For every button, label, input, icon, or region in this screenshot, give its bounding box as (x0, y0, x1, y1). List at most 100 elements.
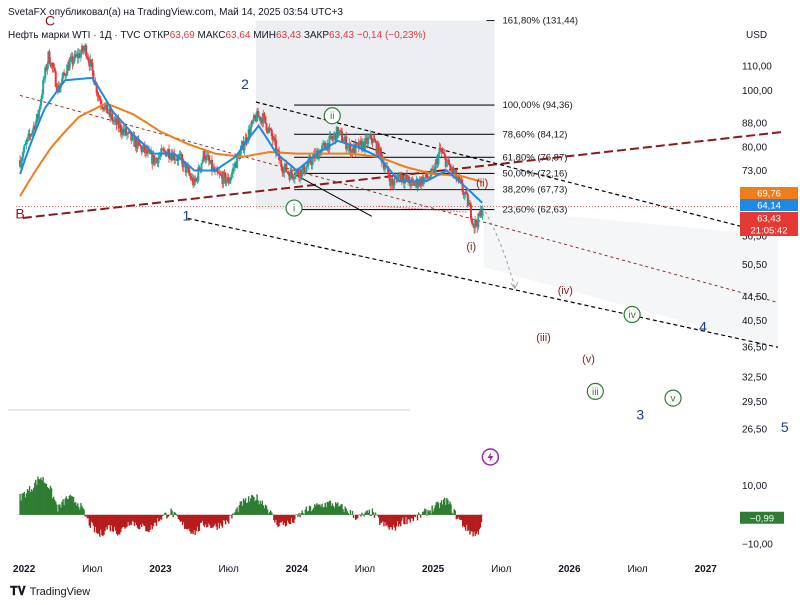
oscillator-layer (16, 476, 484, 537)
high-value: 63,64 (225, 30, 251, 41)
candle-body (72, 61, 75, 65)
candle-body (63, 72, 66, 75)
candle-body (315, 150, 318, 153)
candle-body (471, 218, 474, 224)
candle-body (357, 142, 360, 149)
candle-body (70, 56, 73, 59)
candle-body (341, 131, 344, 142)
candle-body (235, 162, 238, 168)
candle-body (36, 114, 39, 119)
candle-body (351, 149, 354, 154)
candle-body (463, 193, 466, 196)
candle-body (71, 56, 74, 65)
wave-label-circle (623, 305, 641, 324)
candle-body (451, 167, 454, 172)
candle-body (323, 142, 326, 144)
candle-body (77, 53, 80, 59)
candle-body (66, 64, 69, 76)
candle-body (368, 137, 371, 139)
candle-body (411, 179, 414, 181)
candle-body (435, 158, 438, 164)
candle-body (43, 78, 46, 80)
candle-body (449, 164, 452, 168)
candle-body (324, 142, 327, 148)
candle-body (49, 62, 52, 67)
candle-body (58, 87, 61, 92)
candle-body (459, 179, 462, 181)
candle-body (171, 154, 174, 161)
candle-body (283, 167, 286, 173)
candle-body (447, 159, 450, 165)
candle-body (48, 51, 51, 63)
candle-body (443, 153, 446, 157)
candle-body (397, 174, 400, 181)
candle-body (378, 147, 381, 158)
candle-body (464, 191, 467, 194)
candle-body (441, 152, 444, 153)
candle-body (465, 191, 468, 195)
candle-body (217, 172, 220, 174)
price-tag-label: 64,14 (757, 201, 781, 212)
candle-body (161, 148, 164, 150)
fib-level-label: 78,60% (84,12) (502, 129, 567, 140)
candle-body (106, 102, 109, 114)
candle-body (428, 177, 431, 179)
candle-body (245, 137, 248, 143)
trendline (22, 130, 785, 219)
candle-body (136, 139, 139, 149)
candle-body (149, 150, 152, 154)
candle-body (150, 152, 153, 154)
symbol-name[interactable]: Нефть марки WTI · 1Д · TVC (8, 30, 141, 41)
candle-body (479, 209, 482, 216)
candle-body (174, 159, 177, 161)
lightning-bolt-icon (487, 452, 494, 462)
tradingview-logo-text: TradingView (29, 585, 91, 598)
price-tick-label: 36,50 (742, 343, 767, 354)
candle-body (127, 132, 130, 135)
candle-body (320, 149, 323, 156)
candle-body (371, 139, 374, 143)
candle-body (334, 132, 337, 141)
time-tick-label: 2027 (695, 564, 718, 575)
trendline (293, 173, 373, 217)
candle-body (80, 45, 83, 53)
candle-body (79, 52, 82, 58)
candle-body (383, 167, 386, 170)
candle-body (382, 161, 385, 170)
wave-label: 2 (241, 76, 249, 92)
price-tick-label: 100,00 (742, 86, 773, 97)
candle-body (352, 145, 355, 154)
candle-body (223, 172, 226, 174)
change-value: −0,14 (−0,23%) (356, 30, 426, 41)
candle-body (114, 118, 117, 120)
candle-body (203, 150, 206, 160)
candle-body (248, 129, 251, 135)
candle-body (201, 159, 204, 164)
candle-body (50, 63, 53, 67)
candle-body (407, 176, 410, 181)
candle-body (433, 169, 436, 174)
time-tick-label: 2026 (558, 564, 581, 575)
candle-body (256, 110, 259, 122)
candle-body (349, 143, 352, 155)
tradingview-logo[interactable]: 𝐓𝐕 TradingView (10, 584, 90, 599)
candle-body (389, 178, 392, 186)
price-tag-box (740, 187, 798, 199)
candle-body (144, 148, 147, 153)
candle-body (478, 213, 481, 216)
candle-body (187, 167, 190, 174)
candle-body (287, 172, 290, 175)
candle-body (306, 165, 309, 167)
price-tick-label: 29,50 (742, 397, 767, 408)
wave-label: C (45, 12, 55, 28)
candle-body (157, 157, 160, 164)
candle-body (262, 113, 265, 124)
candle-body (356, 142, 359, 144)
candle-body (20, 161, 23, 167)
candle-body (31, 129, 34, 134)
candle-body (280, 160, 283, 168)
candle-body (322, 143, 325, 146)
candle-body (410, 179, 413, 187)
candle-body (123, 128, 126, 133)
